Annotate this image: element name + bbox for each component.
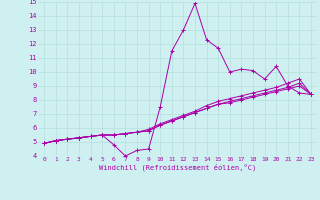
X-axis label: Windchill (Refroidissement éolien,°C): Windchill (Refroidissement éolien,°C)	[99, 164, 256, 171]
